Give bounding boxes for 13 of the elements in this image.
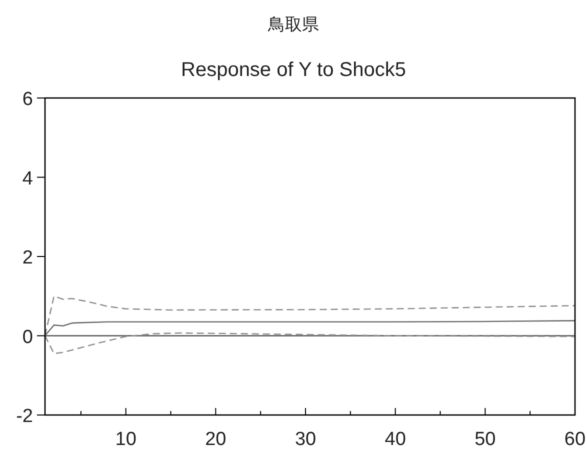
chart-title: 鳥取県 <box>267 15 319 35</box>
x-tick-label: 20 <box>205 429 226 450</box>
x-tick-label: 40 <box>384 429 406 450</box>
x-tick-label: 30 <box>294 429 316 450</box>
chart-subtitle: Response of Y to Shock5 <box>181 59 406 81</box>
x-tick-label: 50 <box>474 429 496 450</box>
y-tick-label: -2 <box>16 406 33 427</box>
x-tick-label: 60 <box>564 429 586 450</box>
y-tick-label: 6 <box>22 89 33 110</box>
x-tick-label: 10 <box>115 429 136 450</box>
y-tick-label: 0 <box>22 326 33 348</box>
y-tick-label: 4 <box>22 168 34 190</box>
y-tick-label: 2 <box>22 248 33 268</box>
